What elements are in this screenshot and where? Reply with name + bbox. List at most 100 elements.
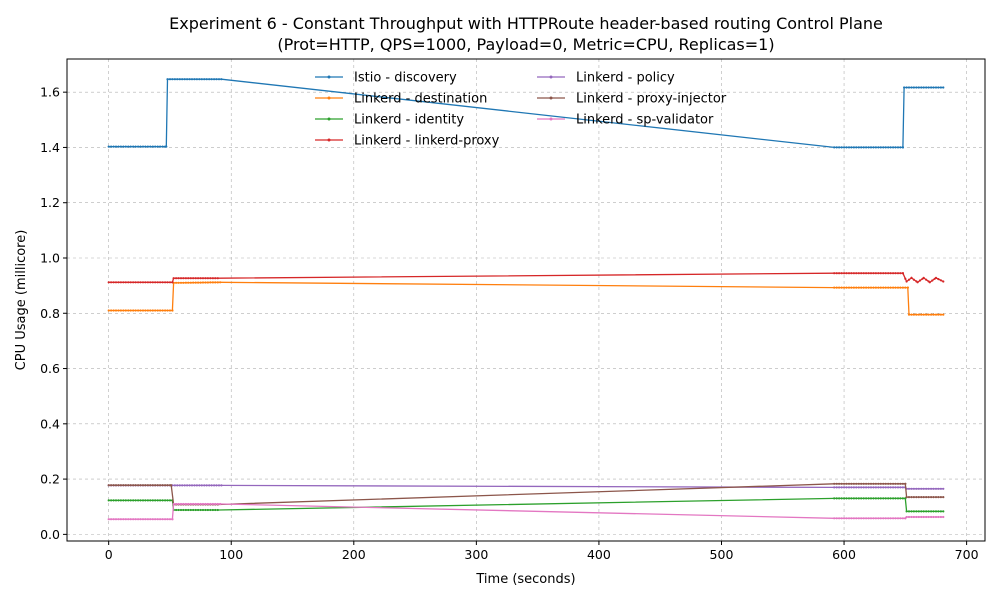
data-point (884, 517, 887, 520)
data-point (209, 281, 212, 284)
data-point (843, 272, 846, 275)
data-point (934, 515, 938, 519)
data-point (107, 518, 110, 521)
data-point (176, 484, 179, 487)
data-point (206, 277, 209, 280)
data-point (117, 518, 120, 521)
data-point (144, 499, 147, 502)
data-point (833, 272, 836, 275)
data-point (884, 482, 887, 485)
y-tick-label: 0.6 (40, 361, 60, 376)
data-point (189, 281, 192, 284)
data-point (884, 286, 887, 289)
data-point (144, 281, 147, 284)
data-point (869, 486, 873, 489)
data-point (187, 508, 190, 512)
data-point (220, 78, 223, 81)
data-point (910, 313, 913, 316)
data-point (117, 499, 120, 502)
data-point (172, 502, 175, 506)
data-point (197, 281, 200, 284)
data-point (894, 286, 897, 289)
data-point (161, 484, 164, 487)
data-point (159, 281, 162, 284)
data-point (181, 484, 184, 487)
data-point (912, 313, 916, 316)
data-point (156, 499, 159, 502)
data-point (879, 146, 882, 149)
data-point (107, 499, 110, 502)
data-point (912, 496, 916, 499)
data-point (850, 286, 853, 289)
y-tick-label: 1.0 (40, 250, 60, 265)
data-point (869, 146, 873, 149)
data-point (907, 496, 911, 499)
data-point (114, 499, 118, 502)
data-point (850, 482, 853, 485)
data-point (920, 496, 923, 499)
data-point (175, 502, 178, 506)
data-point (122, 281, 125, 284)
data-point (213, 78, 216, 81)
data-point (134, 484, 137, 487)
data-point (124, 499, 127, 502)
data-point (857, 486, 860, 489)
data-point (925, 487, 928, 490)
legend-item-5: Linkerd - proxy-injector (537, 92, 727, 107)
data-point (889, 497, 892, 500)
data-point (905, 510, 908, 513)
data-point (905, 86, 908, 89)
data-point (187, 502, 190, 506)
data-point (852, 517, 856, 520)
series-layer (107, 78, 945, 521)
data-point (161, 499, 164, 502)
data-point (942, 496, 945, 499)
legend-item-6: Linkerd - sp-validator (537, 113, 714, 128)
data-point (927, 515, 930, 519)
data-point (107, 484, 110, 487)
data-point (117, 281, 120, 284)
data-point (847, 272, 851, 275)
data-point (139, 309, 142, 312)
data-point (124, 518, 127, 521)
data-point (132, 499, 135, 502)
data-point (838, 272, 841, 275)
data-point (166, 309, 169, 312)
data-point (186, 78, 189, 81)
data-point (216, 502, 219, 506)
data-point (134, 499, 137, 502)
data-point (910, 276, 913, 279)
data-point (845, 482, 848, 485)
data-point (860, 482, 863, 485)
data-point (879, 517, 882, 520)
data-point (117, 484, 120, 487)
data-point (164, 281, 167, 284)
data-point (877, 486, 880, 489)
data-point (874, 482, 878, 485)
data-point (154, 484, 157, 487)
data-point (850, 486, 853, 489)
data-point (204, 502, 207, 506)
data-point (141, 309, 145, 312)
data-point (114, 309, 118, 312)
data-point (899, 517, 902, 520)
data-point (899, 486, 902, 489)
data-point (884, 486, 887, 489)
data-point (877, 482, 880, 485)
data-point (930, 515, 933, 519)
legend: Istio - discovery Linkerd - destination Li… (315, 71, 727, 149)
data-point (942, 86, 945, 89)
data-point (882, 486, 885, 489)
data-point (129, 518, 132, 521)
data-point (206, 508, 209, 512)
data-point (922, 487, 925, 490)
data-point (867, 146, 870, 149)
data-point (889, 286, 892, 289)
y-tick-label: 0.2 (40, 472, 60, 487)
data-point (887, 286, 890, 289)
data-point (137, 499, 140, 502)
data-point (214, 502, 217, 506)
data-point (122, 484, 125, 487)
data-point (182, 281, 185, 284)
